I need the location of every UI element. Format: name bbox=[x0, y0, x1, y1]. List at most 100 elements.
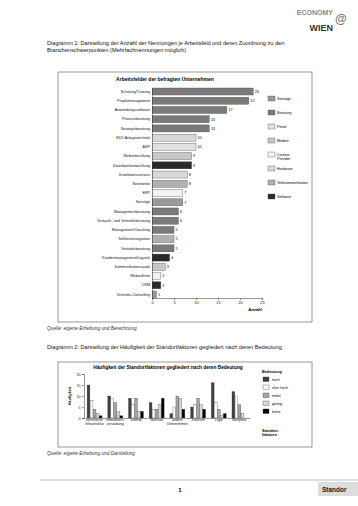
tick-label: Datenbankentwicklung bbox=[113, 164, 150, 168]
logo: ECONOMY@WIEN bbox=[297, 9, 347, 33]
bar bbox=[203, 409, 206, 418]
bar bbox=[129, 398, 132, 418]
tick-mark bbox=[82, 407, 84, 408]
axis-line bbox=[82, 375, 85, 419]
axis-line bbox=[85, 418, 251, 419]
tick: 15 bbox=[216, 298, 221, 305]
tick-label: CRM bbox=[142, 283, 150, 287]
caption: Diagramm 2: Darstellung der Häufigkeit d… bbox=[47, 344, 309, 351]
bars bbox=[152, 88, 253, 298]
legend-swatch bbox=[263, 401, 269, 406]
bar bbox=[200, 405, 203, 418]
bar bbox=[182, 409, 185, 418]
tick: Managementberatung bbox=[114, 210, 152, 214]
bar bbox=[155, 409, 158, 418]
bar bbox=[152, 88, 253, 95]
bar bbox=[161, 398, 164, 418]
text-line: Beratung bbox=[277, 111, 292, 115]
tick-label: Webauftritte bbox=[130, 274, 150, 278]
data-label: 2 bbox=[162, 274, 164, 278]
data-label: 7 bbox=[184, 191, 186, 195]
bar bbox=[152, 245, 174, 252]
tick-label: 5 bbox=[79, 406, 81, 410]
bar bbox=[152, 236, 174, 243]
data-label: 13 bbox=[211, 127, 215, 131]
bar bbox=[158, 405, 161, 418]
tick-label: Mietpreis bbox=[232, 418, 246, 422]
bar bbox=[152, 273, 161, 280]
legend-swatch bbox=[268, 180, 275, 185]
text-line: Sonstige bbox=[277, 97, 291, 101]
bar bbox=[99, 416, 102, 418]
legend-title: Bedeutung bbox=[262, 370, 283, 374]
legend-swatch bbox=[268, 152, 275, 157]
data-label: 7 bbox=[184, 201, 186, 205]
bar bbox=[152, 226, 174, 233]
text-line: Standort- bbox=[262, 429, 280, 433]
tick-label: 25 bbox=[260, 300, 265, 305]
tick-label: Strategieberatung bbox=[121, 127, 150, 131]
tick: Sonstige bbox=[136, 200, 152, 204]
bar bbox=[120, 416, 123, 418]
bars bbox=[87, 383, 244, 418]
legend-label: Software bbox=[277, 195, 291, 199]
tick: 0 bbox=[151, 298, 154, 305]
tick: Telefonieintegration bbox=[118, 237, 152, 241]
tick-label: Webentwicklung bbox=[123, 154, 150, 158]
tick-label: Managementberatung bbox=[114, 210, 150, 214]
bar bbox=[90, 400, 93, 418]
tick: Zentrum bbox=[192, 418, 205, 422]
bar bbox=[114, 403, 117, 418]
text-line: technische bbox=[86, 418, 103, 422]
tick: Kundenmanagement/Logistik bbox=[102, 256, 152, 260]
bar bbox=[149, 403, 152, 418]
text-line: Lage bbox=[215, 418, 223, 422]
text-line: Medien bbox=[277, 139, 289, 143]
bar bbox=[117, 411, 120, 418]
data-label: 10 bbox=[198, 145, 202, 149]
data-label: 2 bbox=[162, 284, 164, 288]
tick-label: EDV-Anlagentechnik bbox=[116, 136, 150, 140]
logo-text: ECONOMY bbox=[297, 9, 334, 16]
tick-label: Management/Coaching bbox=[112, 228, 150, 232]
axis: Schulung/TrainingProjektmanagementAnwend… bbox=[97, 89, 152, 299]
bar bbox=[96, 414, 99, 418]
bar bbox=[132, 405, 135, 418]
data-label: 3 bbox=[167, 265, 169, 269]
tick: Strategieberatung bbox=[121, 127, 152, 131]
tick-label: Vertriebs-Controlling bbox=[117, 293, 150, 297]
tick-label: 0 bbox=[79, 417, 81, 421]
tick: Lage bbox=[215, 418, 223, 422]
tick: Vertriebs-Controlling bbox=[117, 293, 152, 297]
tick-mark bbox=[82, 396, 84, 397]
chart-title: Arbeitsfelder der befragten Unternehmen bbox=[116, 76, 214, 82]
tick-label: 0 bbox=[151, 300, 154, 305]
tick-label: Prozessberatung bbox=[122, 117, 150, 121]
data-label: 9 bbox=[193, 164, 195, 168]
legend-label: Telekommunikation bbox=[277, 181, 308, 185]
tick-label: Wohnort bbox=[150, 418, 163, 422]
legend: Bedeutunghocheher hochmittelgeringkeine bbox=[262, 370, 288, 414]
text-line: Software bbox=[277, 195, 291, 199]
tick: Netzwerke bbox=[133, 182, 152, 186]
tick-label: ASP bbox=[143, 145, 151, 149]
bar bbox=[152, 291, 156, 298]
tick: 20 bbox=[238, 298, 243, 305]
legend-label: hoch bbox=[272, 378, 280, 382]
tick-label: Schulung/Training bbox=[120, 90, 150, 94]
tick: 5 bbox=[79, 406, 85, 410]
tick: Prozessberatung bbox=[122, 117, 152, 121]
tick: Projektmanagement bbox=[117, 99, 152, 103]
tick: Management/Coaching bbox=[112, 228, 152, 232]
legend-swatch bbox=[263, 409, 269, 414]
axis-title: Standort-faktoren bbox=[262, 429, 280, 437]
bar bbox=[232, 392, 235, 418]
tick: Immobilien-verwaltung bbox=[106, 418, 125, 426]
tick-label: Kundenmanagement/Logistik bbox=[102, 256, 150, 260]
tick-label: 20 bbox=[238, 300, 243, 305]
legend-swatch bbox=[268, 194, 275, 199]
axis: technischeInfrastrukturImmobilien-verwal… bbox=[85, 418, 251, 426]
bar bbox=[152, 208, 178, 215]
legend-swatch bbox=[268, 138, 275, 143]
bar bbox=[152, 409, 155, 418]
